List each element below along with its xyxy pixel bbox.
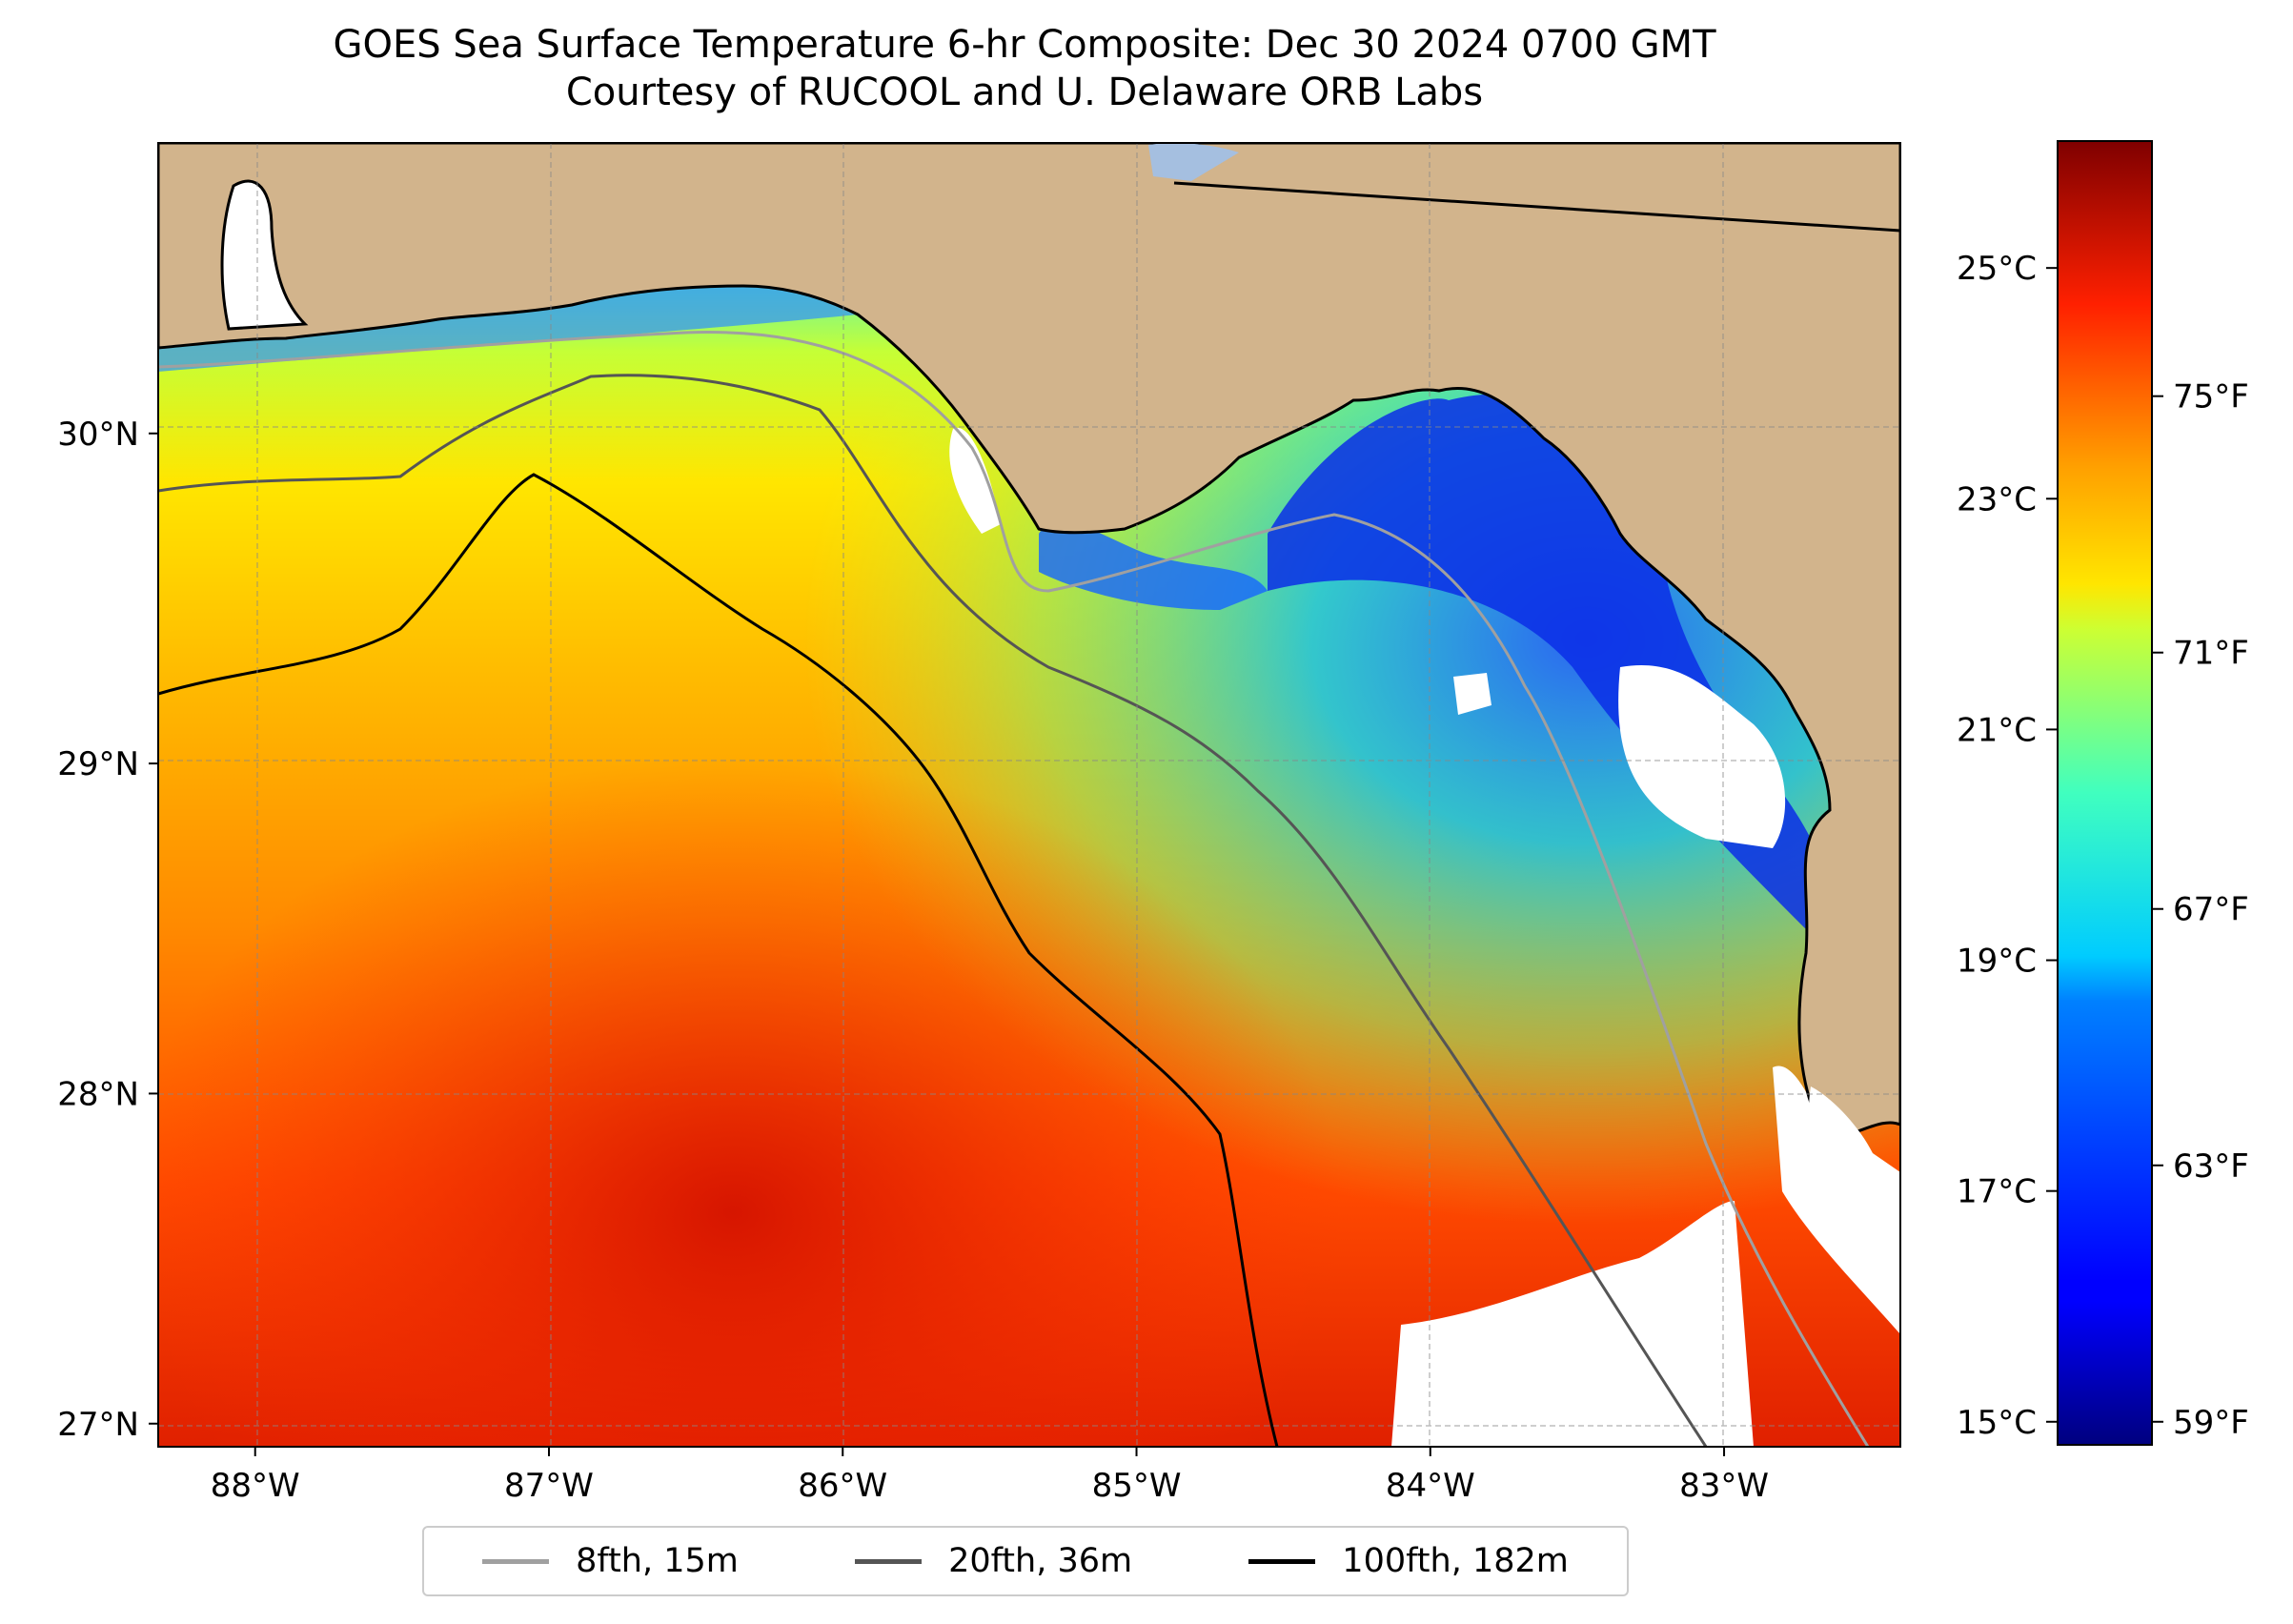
nearshore-cold-band [158, 274, 858, 372]
lon-tick-label: 84°W [1386, 1467, 1475, 1505]
isobath-20fth-36m [158, 374, 1708, 1447]
gridlines [158, 143, 1900, 1447]
celsius-tick-label: 15°C [1957, 1404, 2037, 1442]
map-area [158, 143, 1900, 1447]
fahrenheit-tick-label: 67°F [2173, 891, 2249, 929]
celsius-tick-label: 17°C [1957, 1173, 2037, 1211]
lat-tick-label: 30°N [57, 416, 139, 454]
coastal-cold-water [1039, 521, 1268, 610]
title-line-2: Courtesy of RUCOOL and U. Delaware ORB L… [565, 71, 1484, 114]
lat-tick-label: 29°N [57, 745, 139, 783]
map-ticks: 88°W 87°W 86°W 85°W 84°W 83°W 30°N 29°N 28°N 27°N [57, 416, 1769, 1505]
fahrenheit-tick-label: 63°F [2173, 1147, 2249, 1186]
legend-line-light-gray [482, 1558, 550, 1564]
isobath-8fth-15m [158, 331, 1870, 1447]
mobile-bay [220, 179, 309, 331]
state-border [1173, 181, 1900, 233]
fahrenheit-tick-label: 59°F [2173, 1404, 2249, 1442]
apalachee-bay-cold-water [1268, 394, 1811, 934]
isobath-100fth-182m [158, 473, 1279, 1447]
fahrenheit-tick-label: 75°F [2173, 378, 2249, 416]
legend-label: 8fth, 15m [576, 1542, 739, 1580]
legend-item-8fth: 8fth, 15m [482, 1542, 739, 1580]
map-frame [157, 142, 1901, 1448]
celsius-tick-label: 19°C [1957, 943, 2037, 981]
lon-tick-label: 85°W [1092, 1467, 1182, 1505]
legend-line-dark-gray [855, 1558, 923, 1564]
land-florida [158, 143, 1900, 1138]
tampa-bay-no-data [1809, 1086, 1900, 1268]
lon-tick-label: 86°W [798, 1467, 887, 1505]
lon-tick-label: 87°W [504, 1467, 594, 1505]
chart-title: GOES Sea Surface Temperature 6-hr Compos… [0, 21, 2049, 116]
lat-tick-label: 28°N [57, 1075, 139, 1113]
lon-tick-label: 83°W [1679, 1467, 1769, 1505]
legend-line-black [1248, 1558, 1316, 1564]
colorbar [2057, 140, 2153, 1446]
celsius-tick-label: 23°C [1957, 480, 2037, 518]
celsius-tick-label: 25°C [1957, 250, 2037, 288]
title-line-1: GOES Sea Surface Temperature 6-hr Compos… [333, 23, 1716, 67]
legend-label: 20fth, 36m [948, 1542, 1133, 1580]
legend-item-100fth: 100fth, 182m [1248, 1542, 1569, 1580]
colorbar-ticks: 25°C 23°C 21°C 19°C 17°C 15°C 75°F 71°F 67°F 63°F… [1957, 250, 2249, 1442]
legend-item-20fth: 20fth, 36m [855, 1542, 1132, 1580]
lat-tick-label: 27°N [57, 1406, 139, 1444]
fahrenheit-tick-label: 71°F [2173, 635, 2249, 673]
lon-tick-label: 88°W [211, 1467, 300, 1505]
legend-label: 100fth, 182m [1342, 1542, 1569, 1580]
isobath-legend: 8fth, 15m 20fth, 36m 100fth, 182m [422, 1526, 1629, 1596]
inland-lake [1148, 143, 1239, 181]
celsius-tick-label: 21°C [1957, 711, 2037, 749]
